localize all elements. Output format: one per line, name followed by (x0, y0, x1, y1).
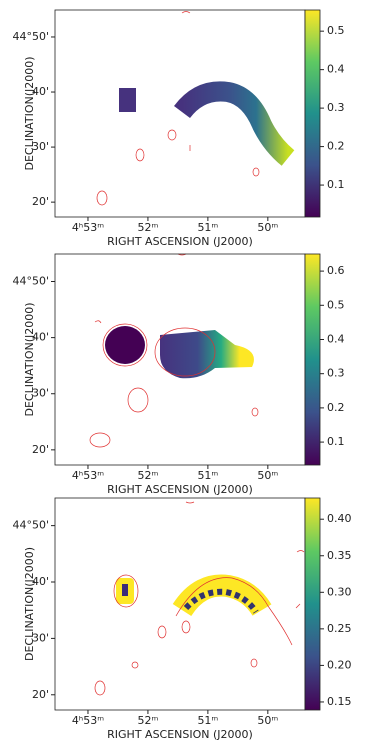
y-tick-label: 44°50' (12, 519, 49, 532)
colorbar-tick-label: 0.30 (327, 585, 352, 598)
y-tick-label: 20' (32, 443, 49, 456)
colorbar-tick-label: 0.1 (327, 178, 345, 191)
colorbar-tick-label: 0.35 (327, 549, 352, 562)
image-panel-1 (97, 12, 288, 206)
colorbar-tick-label: 0.20 (327, 658, 352, 671)
x-tick-label: 50ᵐ (257, 221, 278, 234)
colorbar-tick-label: 0.2 (327, 140, 345, 153)
colorbar-tick-label: 0.6 (327, 264, 345, 277)
x-tick-label: 51ᵐ (197, 221, 218, 234)
colorbar (305, 254, 320, 465)
y-axis-label: DECLINATION(J2000) (23, 547, 36, 661)
x-tick-label: 4ʰ53ᵐ (72, 469, 104, 482)
colorbar-tick-label: 0.40 (327, 512, 352, 525)
colorbar-tick-label: 0.2 (327, 401, 345, 414)
colorbar-tick-label: 0.5 (327, 298, 345, 311)
x-tick-label: 4ʰ53ᵐ (72, 221, 104, 234)
colorbar-tick-label: 0.5 (327, 24, 345, 37)
x-axis-label: RIGHT ASCENSION (J2000) (107, 728, 253, 741)
colorbar-tick-label: 0.4 (327, 63, 345, 76)
y-tick-label: 44°50' (12, 30, 49, 43)
image-panel-2 (90, 254, 258, 447)
figure: 4ʰ53ᵐ52ᵐ51ᵐ50ᵐ44°50'40'30'20'0.10.20.30.… (0, 0, 366, 741)
y-axis-label: DECLINATION(J2000) (23, 302, 36, 416)
colorbar-tick-label: 0.3 (327, 101, 345, 114)
image-panel-3 (95, 502, 304, 695)
colorbar (305, 498, 320, 710)
x-axis-label: RIGHT ASCENSION (J2000) (107, 235, 253, 248)
x-tick-label: 50ᵐ (257, 714, 278, 727)
x-tick-label: 52ᵐ (137, 221, 158, 234)
x-tick-label: 4ʰ53ᵐ (72, 714, 104, 727)
colorbar (305, 10, 320, 217)
x-tick-label: 52ᵐ (137, 469, 158, 482)
x-tick-label: 50ᵐ (257, 469, 278, 482)
x-tick-label: 51ᵐ (197, 714, 218, 727)
colorbar-tick-label: 0.4 (327, 332, 345, 345)
x-tick-label: 52ᵐ (137, 714, 158, 727)
y-tick-label: 20' (32, 688, 49, 701)
x-tick-label: 51ᵐ (197, 469, 218, 482)
colorbar-tick-label: 0.1 (327, 435, 345, 448)
y-tick-label: 20' (32, 195, 49, 208)
colorbar-tick-label: 0.3 (327, 367, 345, 380)
x-axis-label: RIGHT ASCENSION (J2000) (107, 483, 253, 496)
y-axis-label: DECLINATION(J2000) (23, 56, 36, 170)
colorbar-tick-label: 0.15 (327, 695, 352, 708)
colorbar-tick-label: 0.25 (327, 622, 352, 635)
y-tick-label: 44°50' (12, 274, 49, 287)
